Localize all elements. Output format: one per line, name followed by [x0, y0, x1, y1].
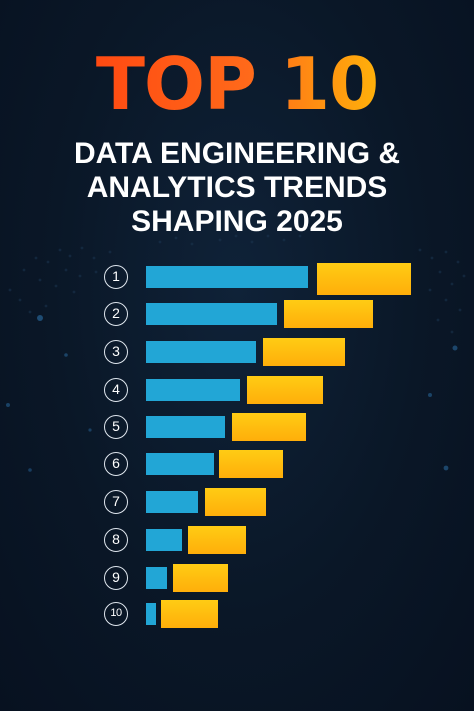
- blue-bar-9: [146, 567, 167, 589]
- rank-badge-2: 2: [104, 302, 128, 326]
- blue-bar-5: [146, 416, 225, 438]
- orange-bar-3: [263, 338, 345, 366]
- orange-bar-4: [247, 376, 323, 404]
- blue-bar-10: [146, 603, 156, 625]
- blue-bar-8: [146, 529, 182, 551]
- blue-bar-6: [146, 453, 214, 475]
- orange-bar-5: [232, 413, 306, 441]
- rank-badge-4: 4: [104, 378, 128, 402]
- orange-bar-8: [188, 526, 246, 554]
- rank-badge-1: 1: [104, 265, 128, 289]
- blue-bar-4: [146, 379, 240, 401]
- blue-bar-3: [146, 341, 256, 363]
- rank-badge-9: 9: [104, 566, 128, 590]
- subtitle-line-1: DATA ENGINEERING &: [73, 137, 401, 170]
- orange-bar-7: [205, 488, 266, 516]
- orange-bar-10: [161, 600, 218, 628]
- rank-badge-3: 3: [104, 340, 128, 364]
- blue-bar-2: [146, 303, 277, 325]
- rank-badge-6: 6: [104, 452, 128, 476]
- subtitle-line-2: ANALYTICS TRENDS: [86, 171, 388, 204]
- rank-badge-5: 5: [104, 415, 128, 439]
- rank-badge-8: 8: [104, 528, 128, 552]
- title-top10: TOP 10: [95, 42, 379, 126]
- orange-bar-2: [284, 300, 373, 328]
- blue-bar-7: [146, 491, 198, 513]
- blue-bar-1: [146, 266, 308, 288]
- orange-bar-1: [317, 263, 411, 295]
- orange-bar-9: [173, 564, 228, 592]
- orange-bar-6: [219, 450, 283, 478]
- rank-badge-7: 7: [104, 490, 128, 514]
- subtitle-line-3: SHAPING 2025: [131, 205, 343, 238]
- rank-badge-10: 10: [104, 602, 128, 626]
